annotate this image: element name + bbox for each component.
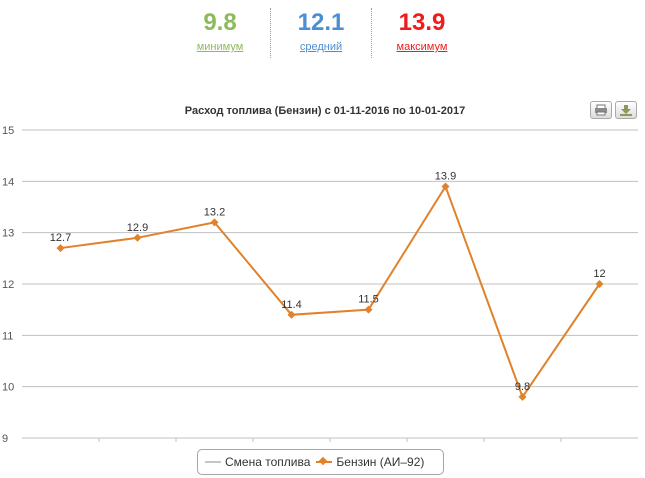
y-tick-label: 12 (2, 279, 14, 291)
avg-link[interactable]: средний (299, 41, 343, 53)
series-line (60, 184, 601, 400)
chart-legend: Смена топлива Бензин (АИ–92) (197, 449, 444, 475)
series-benzin (56, 182, 604, 401)
min-value: 9.8 (203, 9, 237, 36)
avg-stat: 12.1 средний (270, 8, 371, 58)
data-label: 12.7 (50, 232, 71, 244)
avg-value: 12.1 (297, 9, 345, 36)
y-tick-label: 13 (2, 228, 14, 240)
data-point (133, 233, 142, 242)
data-point (287, 310, 296, 319)
y-tick-label: 15 (2, 125, 14, 137)
y-axis-ticks: 15 14 13 12 11 10 9 (2, 125, 14, 445)
legend-label-fuel-change: Смена топлива (225, 455, 311, 469)
min-stat: 9.8 минимум (170, 8, 270, 58)
max-link[interactable]: максимум (396, 41, 448, 53)
data-point (364, 305, 373, 314)
min-link[interactable]: минимум (196, 41, 244, 53)
print-button[interactable] (590, 101, 612, 119)
data-label: 13.9 (435, 170, 456, 182)
data-label: 12.9 (127, 222, 148, 234)
max-stat: 13.9 максимум (371, 8, 472, 58)
data-label: 11.4 (281, 299, 302, 311)
y-tick-label: 11 (2, 330, 13, 342)
data-labels: 12.7 12.9 13.2 11.4 11.5 13.9 9.8 12 (50, 170, 606, 392)
y-tick-label: 9 (2, 433, 8, 445)
y-tick-label: 10 (2, 382, 14, 394)
data-point (595, 280, 604, 288)
data-label: 12 (593, 268, 605, 280)
export-button[interactable] (615, 101, 637, 119)
data-point (210, 218, 219, 227)
legend-item-benzin[interactable]: Бензин (АИ–92) (316, 455, 424, 469)
data-label: 11.5 (358, 294, 379, 306)
chart-title: Расход топлива (Бензин) с 01-11-2016 по … (185, 105, 465, 117)
max-value: 13.9 (398, 9, 446, 36)
grid-lines (22, 129, 638, 442)
data-label: 9.8 (515, 381, 530, 393)
benzin-swatch (316, 456, 333, 468)
summary-stats: 9.8 минимум 12.1 средний 13.9 максимум (170, 8, 480, 58)
legend-item-fuel-change[interactable]: Смена топлива (205, 455, 310, 469)
legend-label-benzin: Бензин (АИ–92) (336, 455, 425, 469)
data-label: 13.2 (204, 206, 225, 218)
data-point (518, 392, 527, 401)
download-icon (620, 105, 632, 116)
data-point (56, 244, 65, 253)
fuel-change-swatch (205, 456, 221, 468)
printer-icon (595, 104, 607, 116)
y-tick-label: 14 (2, 176, 14, 188)
data-point (441, 182, 450, 191)
